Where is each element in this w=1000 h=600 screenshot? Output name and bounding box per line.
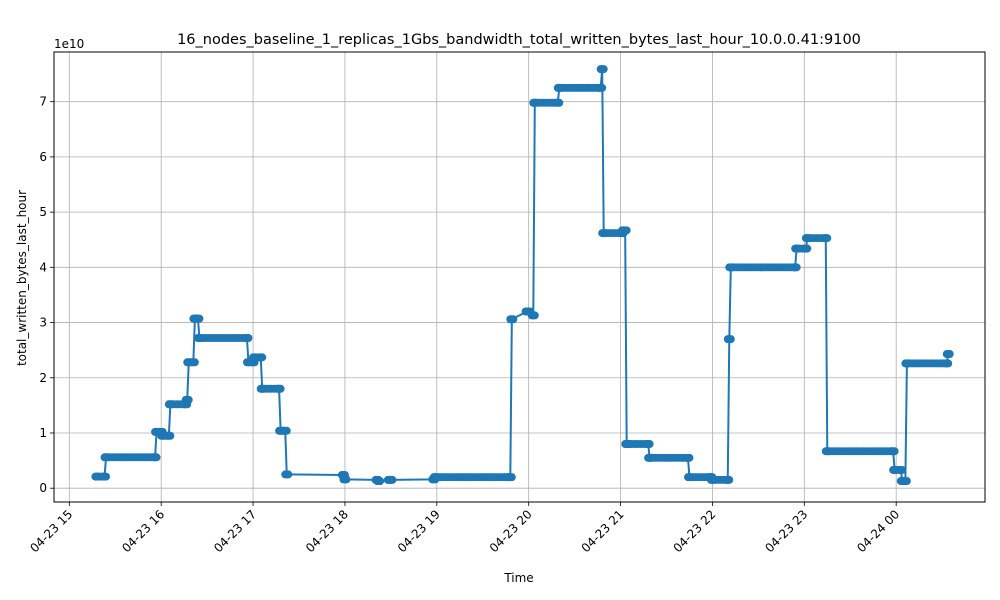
data-point — [642, 440, 651, 449]
data-point — [681, 453, 690, 462]
x-axis-label: Time — [503, 571, 533, 585]
x-tick-label: 04-23 20 — [487, 507, 535, 555]
data-point — [150, 453, 159, 462]
y-tick-label: 0 — [39, 481, 47, 495]
y-axis-label: total_written_bytes_last_hour — [15, 190, 29, 366]
chart-title: 16_nodes_baseline_1_replicas_1Gbs_bandwi… — [177, 32, 861, 48]
data-point — [187, 358, 196, 367]
y-tick-label: 2 — [39, 371, 47, 385]
data-point — [941, 359, 950, 368]
data-point — [256, 353, 265, 362]
y-tick-label: 6 — [39, 150, 47, 164]
data-point — [181, 400, 190, 409]
x-tick-label: 04-24 00 — [854, 507, 902, 555]
data-point — [821, 234, 830, 243]
data-point — [723, 475, 732, 484]
data-point — [726, 335, 735, 344]
series-line — [96, 68, 950, 483]
data-point — [619, 226, 628, 235]
x-tick-label: 04-23 15 — [27, 507, 75, 555]
x-tick-label: 04-23 16 — [119, 507, 167, 555]
data-point — [193, 314, 202, 323]
y-tick-label: 5 — [39, 205, 47, 219]
data-point — [284, 470, 293, 479]
data-point — [896, 465, 905, 474]
data-point — [240, 334, 249, 343]
plot-frame — [53, 51, 986, 503]
data-point — [509, 315, 518, 324]
y-tick-label: 3 — [39, 316, 47, 330]
data-point — [599, 65, 608, 74]
data-point — [376, 477, 385, 486]
x-tick-label: 04-23 22 — [671, 507, 719, 555]
x-tick-label: 04-23 17 — [211, 507, 259, 555]
series — [91, 65, 954, 486]
x-tick-label: 04-23 23 — [762, 507, 810, 555]
data-point — [901, 477, 910, 486]
y-tick-label: 7 — [39, 95, 47, 109]
data-point — [886, 447, 895, 456]
y-tick-label: 1 — [39, 426, 47, 440]
y-offset-label: 1e10 — [54, 37, 84, 51]
data-point — [164, 431, 173, 440]
data-point — [530, 311, 539, 320]
data-point — [945, 350, 954, 359]
data-point — [342, 475, 351, 484]
ticks: 0 1 2 3 4 5 6 7 04-23 15 04-23 16 04-23 17 04-23 18… — [27, 95, 902, 556]
data-point — [523, 307, 532, 316]
data-point — [98, 472, 107, 481]
data-point — [551, 98, 560, 107]
data-point — [789, 263, 798, 272]
y-tick-label: 4 — [39, 260, 47, 274]
data-point — [273, 384, 282, 393]
data-point — [801, 244, 810, 253]
data-point — [504, 473, 513, 482]
grid — [54, 52, 985, 502]
x-tick-label: 04-23 19 — [395, 507, 443, 555]
x-tick-label: 04-23 18 — [303, 507, 351, 555]
data-point — [594, 83, 603, 92]
data-point — [279, 426, 288, 435]
x-tick-label: 04-23 21 — [579, 507, 627, 555]
data-point — [385, 475, 394, 484]
